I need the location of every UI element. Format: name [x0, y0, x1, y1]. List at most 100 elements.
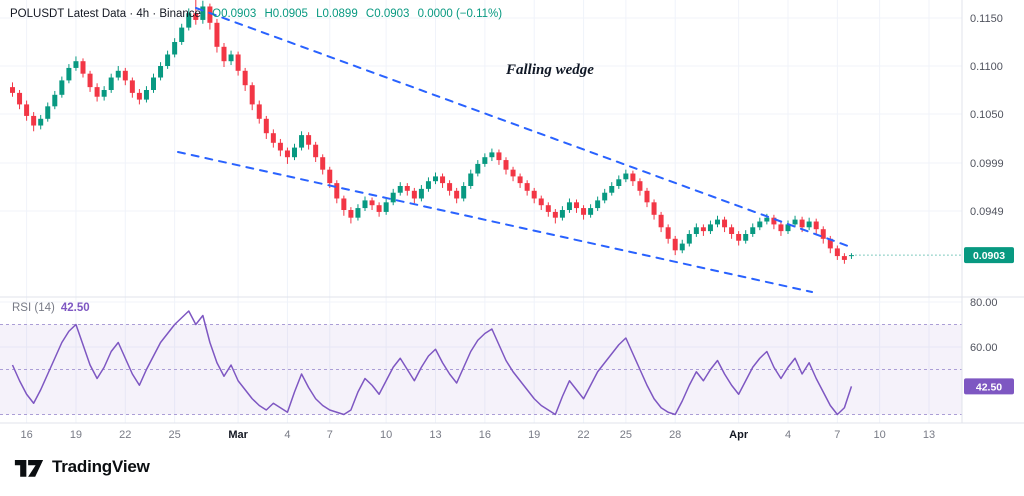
time-tick-label: 16	[479, 429, 491, 441]
candle-body	[193, 13, 199, 20]
candle-body	[108, 77, 114, 90]
candle-body	[214, 22, 220, 47]
time-tick-label: 19	[70, 429, 82, 441]
price-tick-label: 0.1100	[970, 61, 1003, 73]
candle-body	[327, 169, 333, 184]
candle-body	[249, 85, 255, 105]
rsi-indicator-legend[interactable]: RSI (14) 42.50	[12, 302, 90, 314]
trendline-wedge-upper[interactable]	[195, 7, 849, 247]
candle-body	[94, 87, 100, 97]
candle-body	[468, 173, 474, 186]
tradingview-logo-text: TradingView	[52, 457, 150, 476]
price-tick-label: 0.0999	[970, 158, 1004, 170]
candle-body	[785, 224, 791, 232]
candle-body	[207, 6, 213, 23]
candle-body	[221, 46, 227, 62]
last-price-badge-text: 0.0903	[973, 250, 1005, 262]
candle-body	[383, 202, 389, 212]
candle-body	[313, 144, 319, 158]
candle-body	[799, 219, 805, 228]
candle-body	[581, 208, 587, 215]
candle-body	[80, 61, 86, 74]
candle-body	[320, 157, 326, 170]
candle-body	[165, 54, 171, 66]
candle-body	[715, 219, 720, 225]
candle-body	[397, 186, 403, 193]
candle-body	[510, 169, 516, 177]
trendline-wedge-lower[interactable]	[177, 151, 813, 293]
time-axis[interactable]: 16 19 22 25 Mar 4 7 10 13 16 19 22 25 28 Apr 4 7 10 13	[20, 429, 935, 441]
candle-body	[545, 205, 551, 212]
time-tick-label: 10	[380, 429, 392, 441]
candle-body	[52, 94, 58, 107]
candle-body	[115, 70, 121, 78]
symbol-legend[interactable]: POLUSDT Latest Data · 4h · Binance O0.09…	[10, 8, 507, 20]
candle-body	[771, 217, 777, 225]
price-tick-label: 0.1150	[970, 13, 1003, 25]
candle-body	[700, 227, 706, 232]
candle-body	[292, 147, 297, 158]
rsi-value: 42.50	[60, 302, 90, 314]
candle-body	[348, 210, 354, 218]
candles-layer	[10, 0, 854, 264]
candle-body	[87, 73, 93, 88]
candle-body	[200, 6, 206, 20]
candle-body	[757, 221, 763, 228]
tradingview-logo-link[interactable]: TradingView	[14, 455, 150, 479]
candle-body	[517, 176, 523, 184]
time-tick-label: 28	[669, 429, 681, 441]
candle-body	[341, 198, 347, 210]
candle-body	[390, 192, 396, 203]
candle-body	[425, 181, 431, 189]
symbol-title: POLUSDT Latest Data · 4h · Binance	[10, 8, 201, 20]
candle-body	[722, 219, 728, 228]
candle-body	[376, 205, 382, 212]
candle-body	[764, 217, 770, 222]
candle-body	[574, 202, 579, 209]
time-tick-label: 13	[429, 429, 441, 441]
candle-body	[538, 198, 544, 206]
candle-body	[38, 118, 44, 126]
candle-body	[299, 135, 305, 148]
candle-body	[736, 234, 742, 241]
candle-body	[101, 90, 107, 97]
time-tick-label: 13	[923, 429, 935, 441]
rsi-line	[11, 310, 853, 416]
candle-body	[475, 163, 481, 174]
candle-body	[143, 90, 149, 100]
candle-body	[447, 183, 453, 191]
candle-body	[806, 221, 812, 228]
candle-body	[820, 229, 826, 239]
candle-body	[454, 190, 460, 199]
candle-body	[172, 42, 178, 55]
candle-body	[813, 221, 819, 230]
candle-body	[334, 183, 340, 199]
rsi-title: RSI (14)	[12, 302, 55, 314]
time-tick-label: 22	[119, 429, 131, 441]
candle-body	[644, 190, 650, 203]
candle-body	[404, 186, 410, 191]
candle-body	[66, 67, 72, 81]
candle-body	[602, 192, 608, 201]
candle-body	[630, 173, 636, 182]
candle-body	[693, 227, 699, 234]
grid-lines	[0, 0, 962, 423]
candle-body	[151, 77, 156, 90]
candle-body	[17, 92, 23, 105]
candle-body	[179, 27, 185, 42]
falling-wedge-label[interactable]: Falling wedge	[506, 62, 594, 78]
candle-body	[531, 190, 537, 199]
candle-body	[841, 256, 847, 260]
candle-body	[686, 234, 692, 244]
price-axis[interactable]: 0.1150 0.1100 0.1050 0.0999 0.0949 80.00 60.00	[970, 13, 1004, 354]
candle-body	[45, 106, 51, 119]
ohlc-close: C0.0903	[365, 8, 410, 20]
candle-body	[482, 157, 488, 164]
candle-body	[834, 248, 840, 257]
last-price-badge	[964, 247, 1014, 264]
time-tick-label: 25	[620, 429, 632, 441]
ohlc-change: 0.0000 (−0.11%)	[417, 8, 503, 20]
candle-body	[263, 118, 269, 134]
candle-body	[743, 234, 749, 241]
